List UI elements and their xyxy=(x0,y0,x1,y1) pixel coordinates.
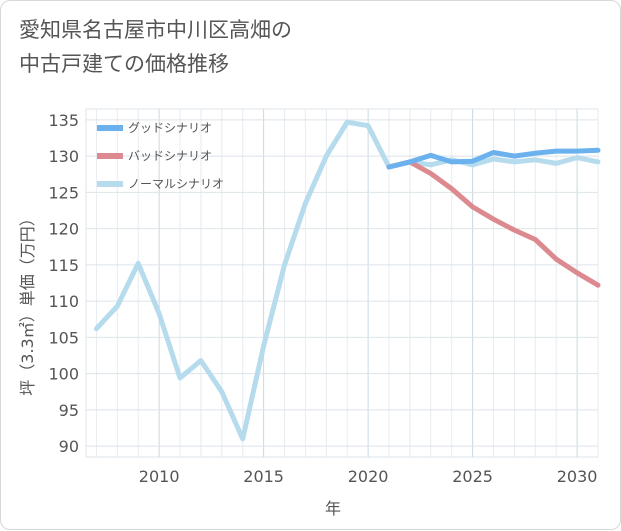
series-line-2 xyxy=(93,119,601,442)
x-tick-label: 2015 xyxy=(243,467,284,486)
y-tick-label: 95 xyxy=(59,401,79,420)
y-tick-label: 125 xyxy=(48,183,79,202)
legend-label-0: グッドシナリオ xyxy=(128,121,212,135)
y-axis-ticks: 90 95 100 105 110 115 120 125 130 135 xyxy=(48,111,79,456)
y-tick-label: 90 xyxy=(59,437,79,456)
x-tick-label: 2030 xyxy=(557,467,598,486)
series-line-0 xyxy=(386,147,601,170)
y-tick-label: 115 xyxy=(48,256,79,275)
y-tick-label: 120 xyxy=(48,220,79,239)
y-tick-label: 100 xyxy=(48,365,79,384)
grid xyxy=(85,108,599,458)
y-tick-label: 130 xyxy=(48,147,79,166)
y-tick-label: 135 xyxy=(48,111,79,130)
series-lines xyxy=(93,119,601,442)
x-tick-label: 2010 xyxy=(139,467,180,486)
y-tick-label: 105 xyxy=(48,328,79,347)
x-axis-label: 年 xyxy=(325,499,341,518)
x-tick-label: 2025 xyxy=(452,467,493,486)
series-line-1 xyxy=(386,159,601,288)
x-axis-ticks: 2010 2015 2020 2025 2030 xyxy=(139,467,598,486)
legend-label-2: ノーマルシナリオ xyxy=(128,177,224,191)
y-tick-label: 110 xyxy=(48,292,79,311)
y-axis-label: 坪（3.3㎡）単価（万円） xyxy=(18,210,37,395)
legend-label-1: バッドシナリオ xyxy=(128,149,212,163)
x-tick-label: 2020 xyxy=(348,467,389,486)
chart-title: 愛知県名古屋市中川区高畑の 中古戸建ての価格推移 xyxy=(19,18,292,76)
